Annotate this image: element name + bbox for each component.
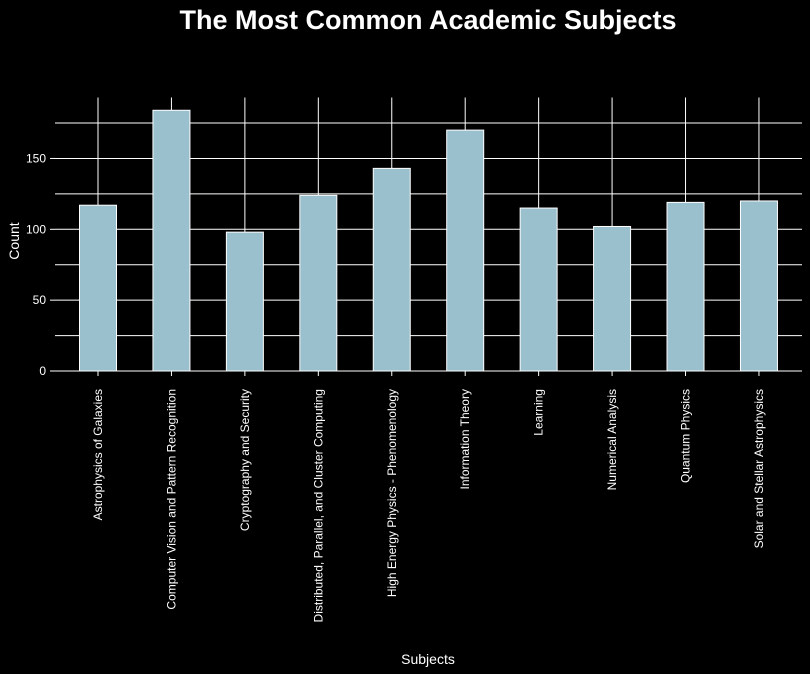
x-tick-label: Astrophysics of Galaxies [91, 389, 105, 520]
y-axis-label: Count [6, 222, 22, 259]
bar [152, 109, 191, 372]
y-tick-label: 50 [33, 293, 47, 307]
x-tick-label: Quantum Physics [679, 389, 693, 483]
bar [593, 225, 632, 372]
bar [519, 207, 558, 372]
bars [79, 109, 778, 372]
x-tick-label: High Energy Physics - Phenomenology [385, 389, 399, 597]
bar [225, 231, 264, 372]
bar [446, 129, 485, 372]
x-tick-label: Information Theory [458, 389, 472, 490]
x-tick-label: Computer Vision and Pattern Recognition [164, 389, 178, 610]
x-tick-label: Learning [532, 389, 546, 436]
bar [79, 204, 117, 372]
x-tick-label: Numerical Analysis [605, 389, 619, 490]
chart-title: The Most Common Academic Subjects [179, 5, 676, 35]
x-tick-label: Distributed, Parallel, and Cluster Compu… [311, 389, 325, 622]
x-tick-label: Solar and Stellar Astrophysics [752, 389, 766, 548]
x-axis: Astrophysics of Galaxies Computer Vision … [91, 371, 766, 622]
bar [666, 201, 705, 372]
y-tick-label: 100 [26, 222, 46, 236]
y-axis: 0 50 100 150 [26, 151, 55, 378]
y-tick-label: 150 [26, 151, 46, 165]
bar [739, 200, 778, 372]
bar [299, 194, 338, 372]
y-tick-label: 0 [39, 364, 46, 378]
bar [372, 167, 411, 372]
x-axis-label: Subjects [401, 651, 455, 667]
x-tick-label: Cryptography and Security [238, 389, 252, 531]
